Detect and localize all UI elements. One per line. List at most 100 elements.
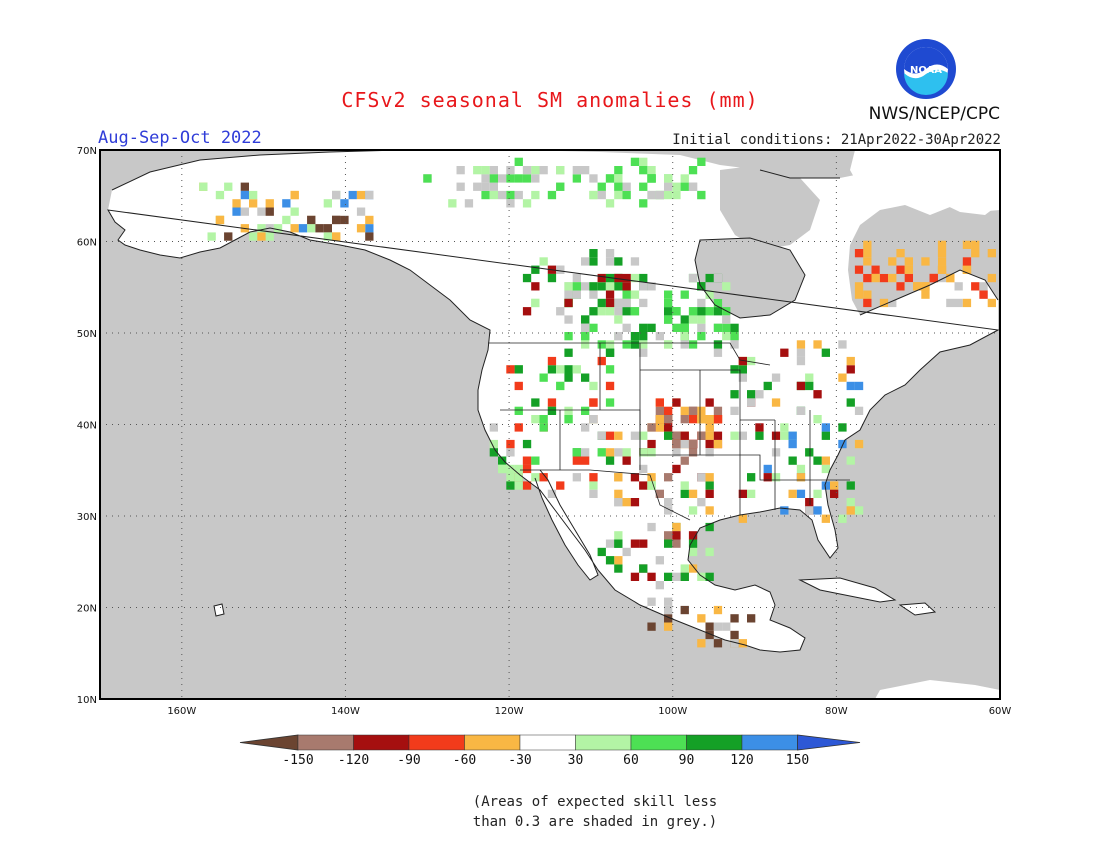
anomaly-cell	[356, 224, 366, 233]
anomaly-cell	[572, 174, 581, 183]
forecast-period: Aug-Sep-Oct 2022	[98, 128, 262, 148]
anomaly-cell	[498, 174, 507, 183]
anomaly-cell	[655, 415, 664, 424]
anomaly-cell	[830, 481, 839, 490]
anomaly-cell	[913, 265, 922, 274]
anomaly-cell	[821, 481, 830, 490]
anomaly-cell	[846, 481, 855, 490]
anomaly-cell	[688, 182, 698, 191]
anomaly-cell	[639, 448, 648, 457]
anomaly-cell	[622, 340, 631, 349]
anomaly-cell	[821, 514, 830, 523]
anomaly-cell	[614, 431, 623, 440]
anomaly-cell	[738, 373, 747, 382]
anomaly-cell	[639, 481, 648, 490]
anomaly-cell	[713, 290, 723, 299]
anomaly-cell	[921, 282, 930, 291]
anomaly-cell	[962, 265, 972, 274]
skill-note: (Areas of expected skill less than 0.3 a…	[0, 792, 1100, 832]
colorbar-tick-label: -30	[508, 753, 531, 768]
anomaly-cell	[688, 340, 698, 349]
anomaly-cell	[738, 514, 747, 523]
anomaly-cell	[522, 273, 532, 283]
anomaly-cell	[522, 174, 532, 183]
anomaly-cell	[315, 224, 324, 233]
agency-label: NWS/NCEP/CPC	[868, 104, 1000, 124]
anomaly-cell	[788, 456, 797, 465]
anomaly-cell	[771, 448, 781, 457]
anomaly-cell	[697, 190, 706, 200]
lon-label: 60W	[989, 706, 1012, 717]
anomaly-cell	[639, 564, 648, 573]
anomaly-cell	[257, 232, 266, 241]
anomaly-cell	[929, 273, 938, 283]
anomaly-cell	[713, 431, 723, 440]
anomaly-cell	[572, 448, 581, 457]
anomaly-cell	[589, 323, 598, 332]
anomaly-cell	[838, 514, 847, 523]
anomaly-cell	[572, 273, 581, 283]
anomaly-cell	[506, 190, 515, 200]
hawaii	[214, 604, 224, 616]
anomaly-cell	[522, 481, 532, 490]
anomaly-cell	[688, 406, 698, 415]
anomaly-cell	[697, 415, 706, 424]
anomaly-cell	[232, 207, 241, 216]
anomaly-cell	[249, 199, 258, 208]
anomaly-cell	[879, 265, 889, 274]
anomaly-cell	[556, 307, 565, 316]
anomaly-cell	[622, 498, 631, 507]
anomaly-cell	[722, 282, 731, 291]
initial-conditions: Initial conditions: 21Apr2022-30Apr2022	[672, 132, 1001, 148]
anomaly-cell	[672, 439, 681, 449]
anomaly-cell	[805, 373, 814, 382]
anomaly-cell	[680, 481, 689, 490]
anomaly-cell	[464, 199, 474, 208]
anomaly-cell	[605, 257, 615, 266]
anomaly-cell	[705, 415, 714, 424]
anomaly-cell	[688, 439, 698, 449]
anomaly-cell	[589, 473, 598, 482]
anomaly-cell	[215, 215, 225, 225]
anomaly-cell	[730, 365, 739, 374]
anomaly-cell	[805, 498, 814, 507]
anomaly-cell	[705, 307, 714, 316]
anomaly-cell	[846, 506, 855, 515]
colorbar-segment	[353, 734, 410, 751]
anomaly-cell	[639, 340, 648, 349]
anomaly-cell	[581, 323, 590, 332]
anomaly-cell	[962, 298, 972, 308]
anomaly-cell	[688, 630, 698, 640]
anomaly-cell	[473, 182, 482, 191]
anomaly-cell	[722, 323, 731, 332]
colorbar-arrow-high	[797, 734, 861, 751]
anomaly-cell	[340, 199, 349, 208]
anomaly-cell	[249, 232, 258, 241]
anomaly-cell	[630, 273, 640, 283]
anomaly-cell	[863, 298, 872, 308]
anomaly-cell	[639, 332, 648, 341]
anomaly-cell	[697, 157, 706, 166]
anomaly-cell	[365, 190, 374, 200]
anomaly-cell	[605, 539, 615, 548]
anomaly-cell	[531, 282, 540, 291]
anomaly-cell	[572, 166, 581, 175]
anomaly-cell	[514, 381, 523, 391]
anomaly-cell	[581, 373, 590, 382]
anomaly-cell	[215, 190, 225, 200]
anomaly-cell	[937, 273, 947, 283]
anomaly-cell	[290, 190, 299, 200]
anomaly-cell	[664, 539, 673, 548]
anomaly-cell	[680, 415, 689, 424]
anomaly-cell	[655, 556, 664, 565]
anomaly-cell	[664, 340, 673, 349]
anomaly-cell	[639, 348, 648, 357]
anomaly-cell	[647, 190, 656, 200]
anomaly-cell	[680, 323, 689, 332]
anomaly-cell	[614, 332, 623, 341]
anomaly-cell	[514, 174, 523, 183]
anomaly-cell	[647, 572, 656, 581]
anomaly-cell	[838, 439, 847, 449]
anomaly-cell	[738, 639, 747, 648]
anomaly-cell	[921, 257, 930, 266]
